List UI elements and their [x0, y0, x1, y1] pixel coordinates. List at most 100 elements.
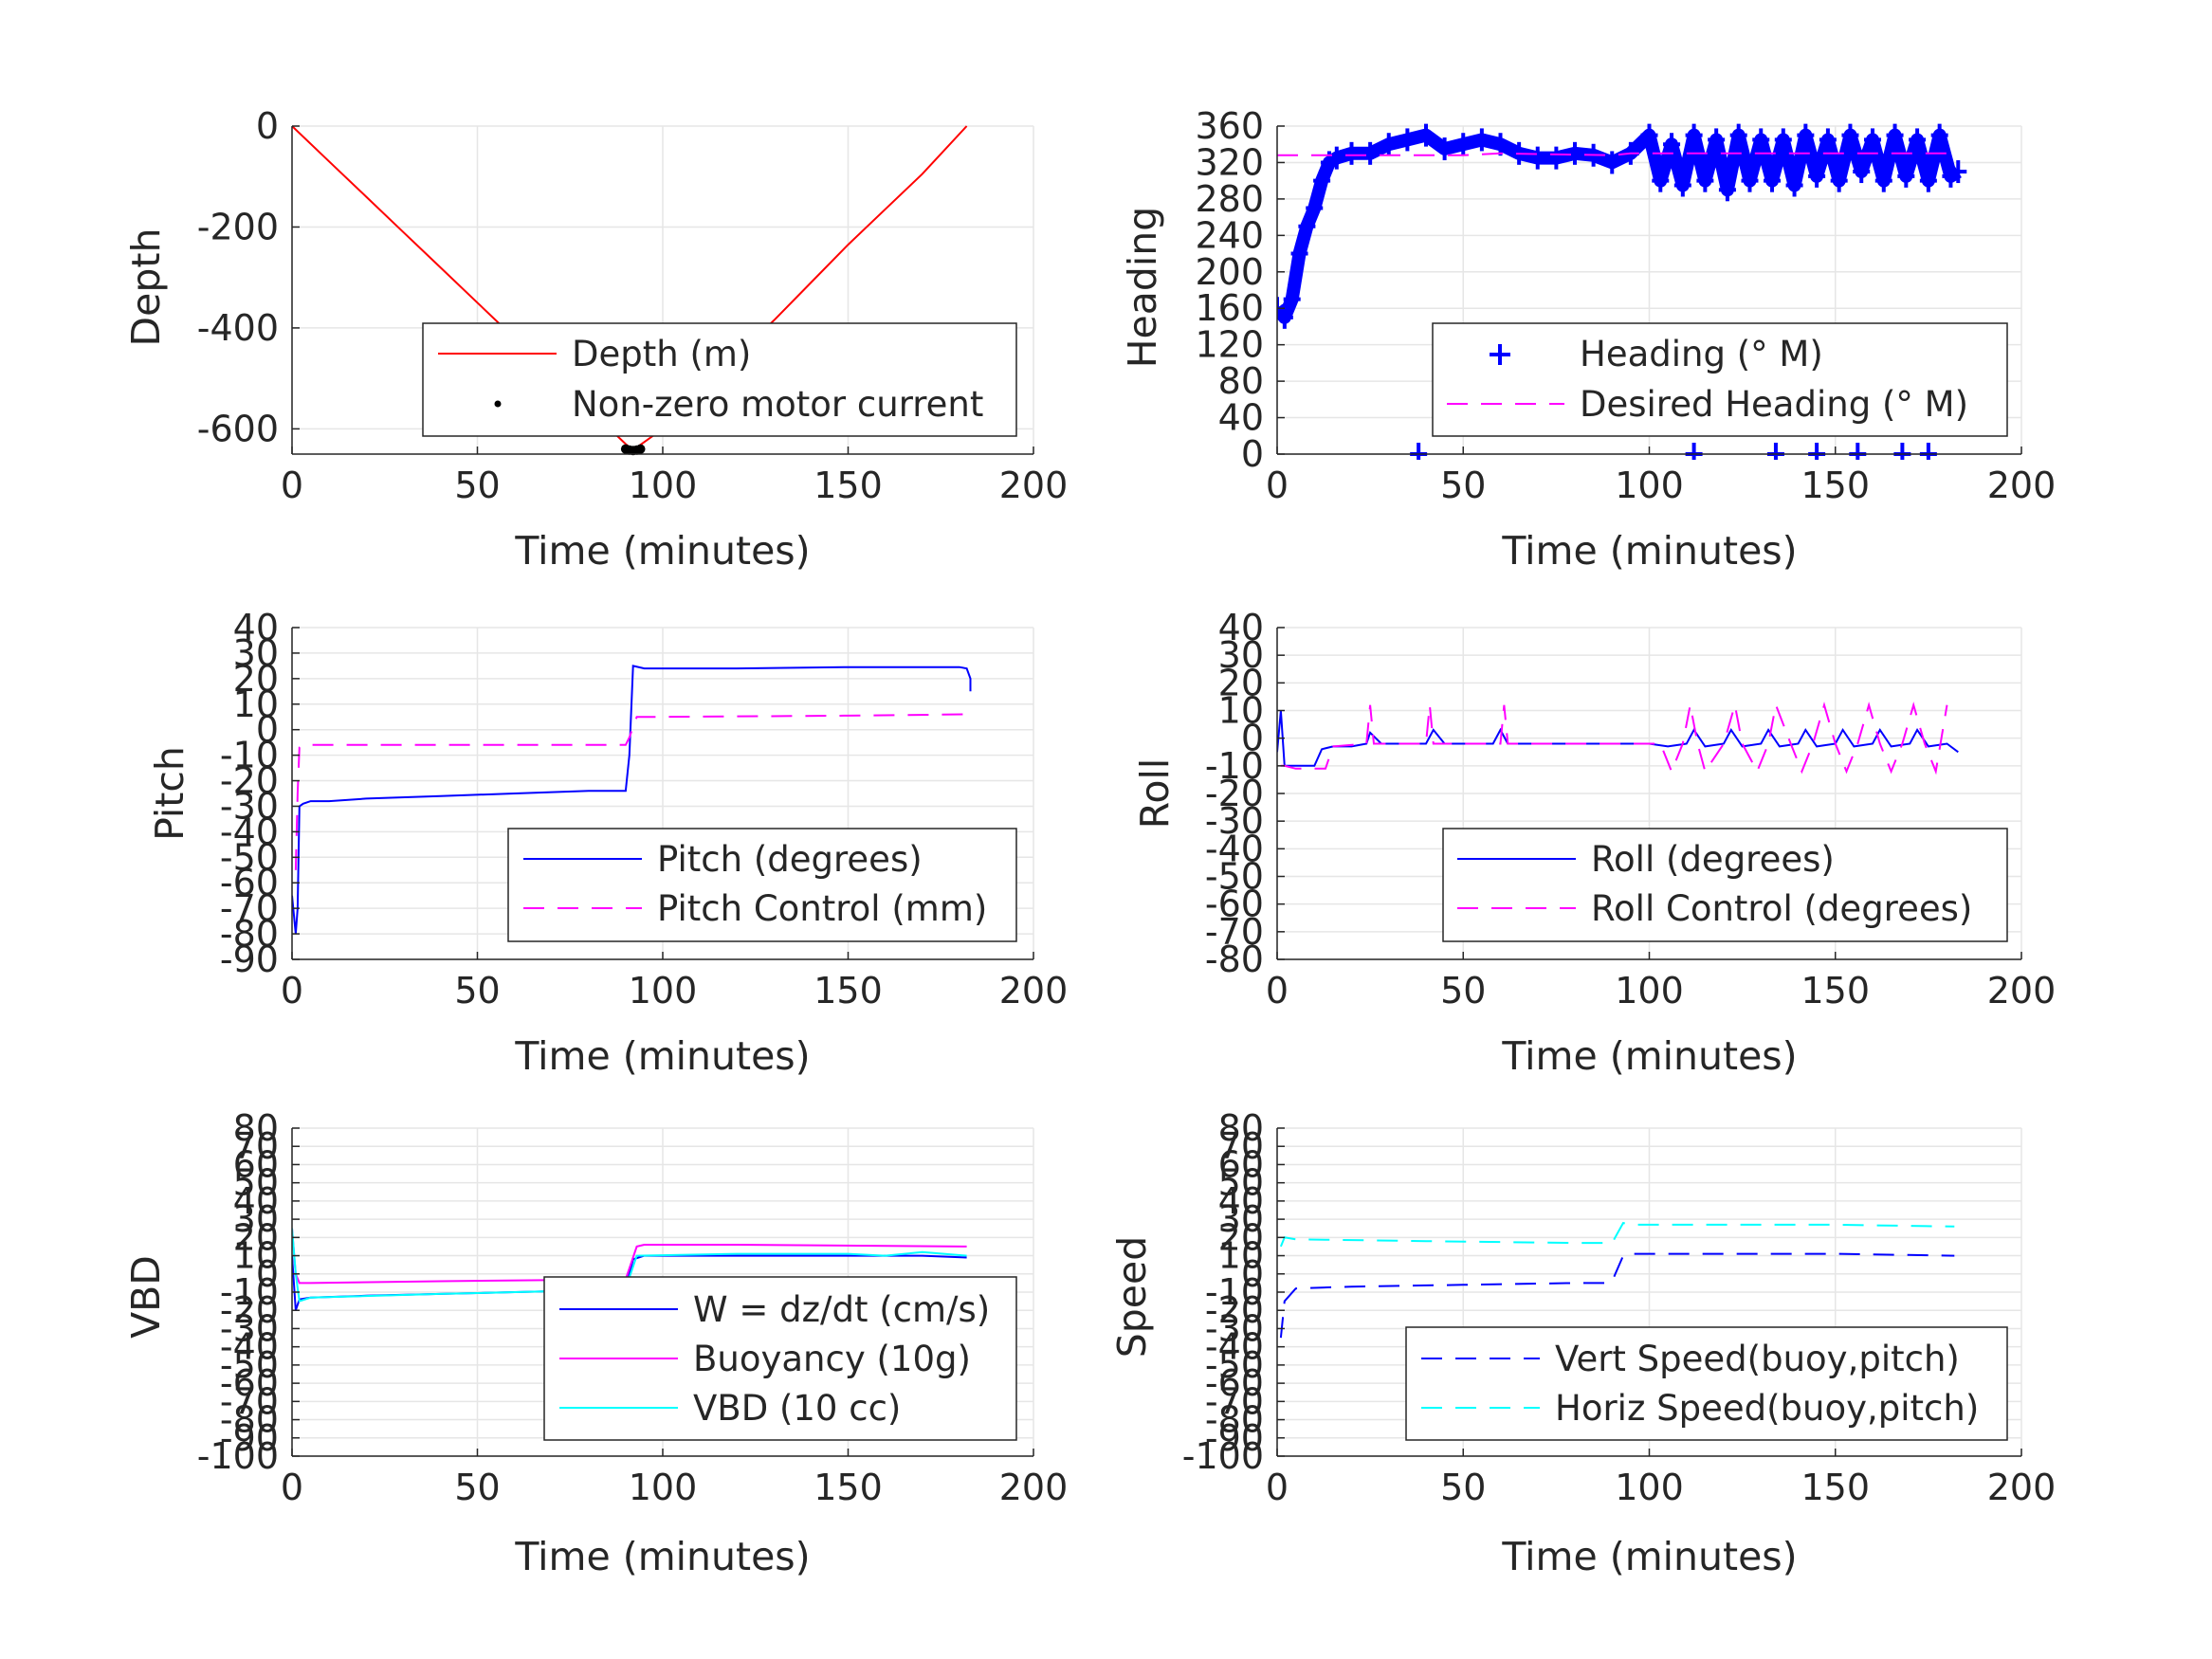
series-pitch-0-line: [292, 665, 972, 935]
series-group: [1277, 123, 1967, 460]
x-tick-label: 100: [1615, 970, 1684, 1012]
series-group: [1277, 702, 1959, 775]
legend-heading: Heading (° M) Desired Heading (° M): [1432, 322, 2008, 437]
y-tick-label: 30: [233, 632, 279, 674]
panel-pitch: 0 50 100 150 200403020100-10-20-30-40-50-60-…: [147, 607, 1068, 1079]
series-heading-0-marker: [1774, 128, 1792, 152]
legend-box: [1432, 322, 2008, 437]
series-heading-0-marker: [1696, 169, 1714, 192]
y-tick-label: -70: [1205, 911, 1264, 953]
series-group: [292, 665, 972, 935]
x-tick-label: 200: [999, 1467, 1069, 1508]
x-tick-label: 150: [814, 970, 883, 1012]
series-vbd-1-line: [292, 1228, 967, 1285]
legend-label-desired-heading: Desired Heading (° M): [1580, 384, 1968, 425]
y-tick-label: 60: [233, 1143, 279, 1185]
y-tick-label: -30: [1205, 800, 1264, 842]
x-tick-label: 200: [1987, 1467, 2057, 1508]
series-heading-0-marker: [1652, 169, 1670, 192]
y-tick-label: -90: [220, 1417, 279, 1459]
series-heading-1-line: [1277, 152, 1959, 156]
y-tick-label: -40: [220, 1326, 279, 1368]
series-speed-0-line: [1279, 1252, 1955, 1339]
legend-label-buoyancy: Buoyancy (10g): [693, 1339, 971, 1379]
y-tick-label: -90: [1205, 1417, 1264, 1459]
y-tick-label: 80: [233, 1107, 279, 1149]
y-tick-label: -20: [1205, 773, 1264, 814]
x-tick-label: 150: [1801, 465, 1870, 506]
x-tick-label: 200: [1987, 970, 2057, 1012]
series-heading-0-marker: [1640, 123, 1658, 147]
series-heading-0-marker: [1930, 123, 1948, 147]
legend-label-roll-control: Roll Control (degrees): [1591, 888, 1972, 929]
y-tick-label: 0: [256, 709, 279, 751]
legend-label-depth: Depth (m): [572, 334, 751, 374]
plot-area-depth: 0 50 100 150 200 0 -200 -400 -600: [197, 105, 1069, 506]
ylabel-speed: Speed: [1109, 1236, 1155, 1358]
x-tick-label: 0: [281, 465, 303, 506]
legend-label-w: W = dz/dt (cm/s): [693, 1289, 990, 1330]
series-speed-1-line: [1279, 1221, 1955, 1248]
x-tick-label: 100: [629, 465, 698, 506]
y-tick-label: -10: [1205, 1271, 1264, 1313]
y-tick-label: -40: [1205, 828, 1264, 869]
series-roll-0-line: [1277, 710, 1959, 767]
y-tick-label: 160: [1195, 287, 1264, 329]
panel-depth: 0 50 100 150 200 0 -200 -400 -600 Depth Time (mi…: [123, 105, 1068, 574]
legend-label-roll: Roll (degrees): [1591, 839, 1835, 880]
x-tick-label: 50: [1440, 970, 1486, 1012]
x-tick-label: 200: [1987, 465, 2057, 506]
series-heading-0-marker: [1741, 169, 1759, 192]
legend-label-motor: Non-zero motor current: [572, 384, 983, 425]
y-tick-label: 50: [1218, 1162, 1264, 1204]
legend-pitch: Pitch (degrees) Pitch Control (mm): [507, 828, 1017, 942]
ylabel-roll: Roll: [1132, 758, 1178, 830]
x-tick-label: 100: [629, 1467, 698, 1508]
y-tick-label: -80: [220, 913, 279, 955]
y-tick-label: 80: [1218, 1107, 1264, 1149]
series-heading-0-marker: [1306, 196, 1324, 220]
y-tick-label: 70: [1218, 1125, 1264, 1167]
y-tick-label: -200: [197, 206, 279, 247]
series-pitch-1-line: [294, 713, 967, 870]
y-tick-label: -80: [1205, 1399, 1264, 1441]
x-tick-label: 100: [1615, 465, 1684, 506]
y-tick-label: -100: [1182, 1435, 1264, 1477]
y-tick-label: 30: [233, 1198, 279, 1240]
y-tick-label: -50: [220, 1344, 279, 1386]
y-tick-label: 240: [1195, 214, 1264, 256]
y-tick-label: 0: [256, 1253, 279, 1295]
y-tick-label: -10: [1205, 745, 1264, 787]
series-heading-0-marker: [1797, 123, 1815, 147]
series-heading-0-marker: [1283, 287, 1301, 311]
panel-vbd: 0 50 100 150 20080706050403020100-10-20-30-4…: [123, 1107, 1068, 1579]
y-tick-label: -70: [220, 1380, 279, 1422]
y-tick-label: 10: [233, 684, 279, 725]
y-tick-label: 20: [1218, 1216, 1264, 1258]
y-tick-label: 20: [233, 658, 279, 700]
ylabel-pitch: Pitch: [147, 746, 192, 841]
x-tick-label: 50: [454, 970, 500, 1012]
x-tick-label: 0: [1266, 465, 1289, 506]
y-tick-label: -50: [220, 836, 279, 878]
series-heading-0-marker: [1380, 133, 1398, 156]
plot-area-speed: 0 50 100 150 20080706050403020100-10-20-30-4…: [1182, 1107, 2057, 1508]
legend-box: [1405, 1326, 2008, 1441]
series-heading-0-marker: [1327, 146, 1345, 170]
series-heading-0-marker: [1718, 178, 1736, 202]
series-heading-0-marker: [1298, 214, 1316, 238]
legend-label-vbd: VBD (10 cc): [693, 1388, 901, 1429]
y-tick-label: 40: [1218, 607, 1264, 648]
y-tick-label: 20: [233, 1216, 279, 1258]
series-heading-0-marker: [1472, 128, 1490, 152]
y-tick-label: -20: [1205, 1289, 1264, 1331]
series-heading-0-marker: [1663, 133, 1681, 156]
series-heading-0-marker: [1864, 128, 1881, 152]
y-tick-label: 200: [1195, 251, 1264, 293]
xlabel-speed: Time (minutes): [1501, 1534, 1797, 1579]
y-tick-label: -90: [220, 939, 279, 980]
y-tick-label: -60: [220, 862, 279, 903]
series-depth-1-point: [635, 444, 646, 454]
x-tick-label: 0: [281, 1467, 303, 1508]
panel-roll: 0 50 100 150 200403020100-10-20-30-40-50-60-…: [1132, 607, 2056, 1079]
